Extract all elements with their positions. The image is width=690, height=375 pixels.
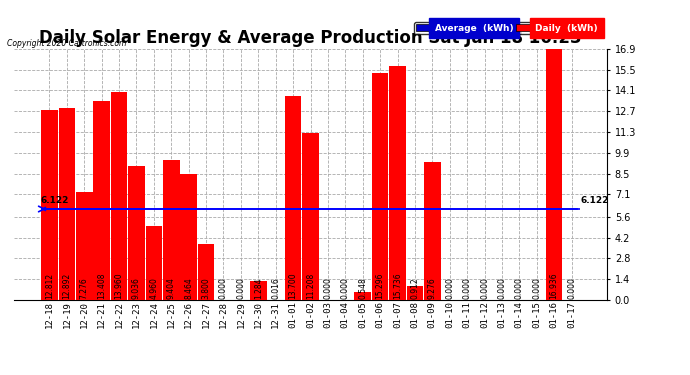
Bar	[198, 243, 215, 300]
Bar	[146, 226, 162, 300]
Bar	[41, 110, 58, 300]
Bar	[302, 134, 319, 300]
Text: 6.122: 6.122	[580, 195, 609, 204]
Text: 1.284: 1.284	[254, 277, 263, 299]
Text: 6.122: 6.122	[41, 195, 69, 204]
Text: 0.000: 0.000	[532, 277, 541, 299]
Text: 4.960: 4.960	[149, 277, 159, 299]
Text: 0.000: 0.000	[219, 277, 228, 299]
Text: 0.000: 0.000	[567, 277, 576, 299]
Text: 8.464: 8.464	[184, 277, 193, 299]
Text: 0.000: 0.000	[480, 277, 489, 299]
Legend: Average  (kWh), Daily  (kWh): Average (kWh), Daily (kWh)	[414, 22, 600, 34]
Text: 13.960: 13.960	[115, 272, 124, 299]
Bar	[76, 192, 92, 300]
Text: 12.812: 12.812	[45, 273, 54, 299]
Bar	[111, 93, 128, 300]
Bar	[163, 160, 179, 300]
Text: 11.208: 11.208	[306, 273, 315, 299]
Bar	[59, 108, 75, 300]
Bar	[285, 96, 302, 300]
Text: 0.000: 0.000	[497, 277, 506, 299]
Text: Copyright 2020 Cartronics.com: Copyright 2020 Cartronics.com	[7, 39, 126, 48]
Text: 9.404: 9.404	[167, 277, 176, 299]
Bar	[93, 100, 110, 300]
Bar	[546, 48, 562, 300]
Text: 0.548: 0.548	[358, 277, 367, 299]
Text: 16.936: 16.936	[550, 272, 559, 299]
Text: 9.036: 9.036	[132, 277, 141, 299]
Bar	[406, 286, 423, 300]
Text: 3.800: 3.800	[201, 277, 210, 299]
Text: 9.276: 9.276	[428, 277, 437, 299]
Text: 7.276: 7.276	[80, 277, 89, 299]
Title: Daily Solar Energy & Average Production Sat Jan 18 16:23: Daily Solar Energy & Average Production …	[39, 29, 582, 47]
Text: 13.408: 13.408	[97, 272, 106, 299]
Text: 0.000: 0.000	[324, 277, 333, 299]
Text: 0.000: 0.000	[341, 277, 350, 299]
Bar	[128, 166, 145, 300]
Bar	[250, 281, 266, 300]
Text: 15.736: 15.736	[393, 272, 402, 299]
Text: 12.892: 12.892	[62, 273, 71, 299]
Text: 15.296: 15.296	[375, 272, 384, 299]
Text: 0.912: 0.912	[411, 277, 420, 299]
Text: 13.700: 13.700	[288, 272, 297, 299]
Bar	[424, 162, 441, 300]
Text: 0.000: 0.000	[445, 277, 454, 299]
Text: 0.000: 0.000	[462, 277, 472, 299]
Bar	[355, 292, 371, 300]
Text: 0.016: 0.016	[271, 277, 280, 299]
Text: 0.000: 0.000	[515, 277, 524, 299]
Bar	[372, 73, 388, 300]
Bar	[180, 174, 197, 300]
Bar	[389, 66, 406, 300]
Text: 0.000: 0.000	[237, 277, 246, 299]
